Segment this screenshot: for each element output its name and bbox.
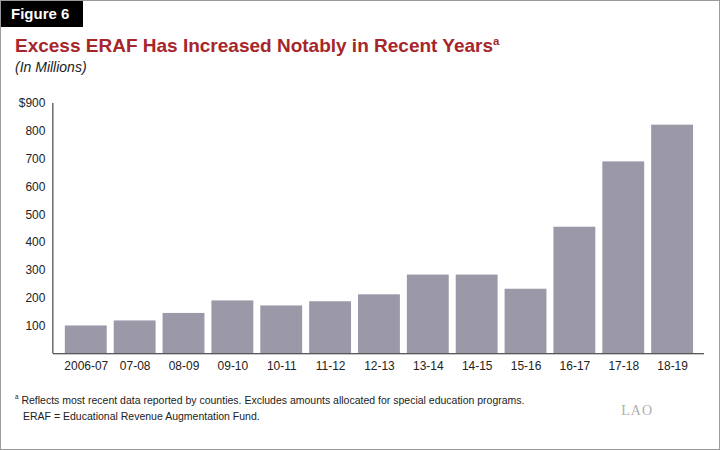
svg-text:14-15: 14-15 [462,359,493,373]
svg-text:700: 700 [25,152,45,166]
svg-text:$900: $900 [19,96,46,110]
svg-text:13-14: 13-14 [413,359,444,373]
svg-text:100: 100 [25,319,45,333]
svg-text:200: 200 [25,291,45,305]
html-text:ERAF = Educational Revenue Aug: ERAF = Educational Revenue Augmentation … [23,409,260,422]
svg-text:400: 400 [25,235,45,249]
svg-text:15-16: 15-16 [511,359,542,373]
svg-text:2006-07: 2006-07 [64,359,108,373]
html-text:Figure 6: Figure 6 [11,5,70,22]
html-text:a Reflects most recent data re: a Reflects most recent data reported by … [15,393,525,406]
html-text:(In Millions): (In Millions) [15,59,87,75]
svg-text:17-18: 17-18 [608,359,639,373]
svg-text:600: 600 [25,180,45,194]
svg-text:11-12: 11-12 [316,359,346,373]
svg-text:08-09: 08-09 [169,359,200,373]
svg-text:09-10: 09-10 [218,359,249,373]
svg-text:500: 500 [25,208,45,222]
svg-text:07-08: 07-08 [120,359,151,373]
svg-text:10-11: 10-11 [267,359,297,373]
svg-text:18-19: 18-19 [657,359,688,373]
svg-text:300: 300 [25,263,45,277]
html-text:Excess ERAF Has Increased Nota: Excess ERAF Has Increased Notably in Rec… [15,35,500,57]
svg-text:16-17: 16-17 [560,359,591,373]
html-text:LAO: LAO [621,403,653,418]
svg-text:800: 800 [25,124,45,138]
svg-text:12-13: 12-13 [364,359,395,373]
